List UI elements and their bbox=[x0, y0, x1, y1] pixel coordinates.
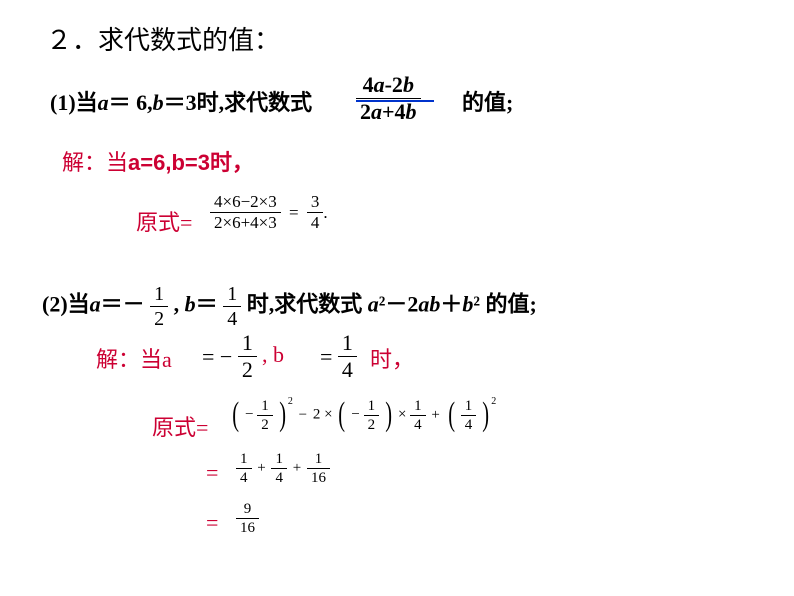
p2-a: a bbox=[90, 292, 101, 317]
p2-s3-d: 16 bbox=[236, 519, 259, 537]
p2-s2-cd: 16 bbox=[307, 469, 330, 487]
p2-s1-hd1: 2 bbox=[257, 416, 273, 434]
p1-den-2: 2 bbox=[360, 99, 371, 124]
p2-s-half-d: 2 bbox=[238, 357, 257, 383]
p2-eab: ab bbox=[418, 292, 440, 317]
p2-s1-neg1: − bbox=[245, 407, 253, 423]
p2-s1-qd2: 4 bbox=[461, 416, 477, 434]
p2-neg: − bbox=[220, 344, 232, 369]
p1-num-4: 4 bbox=[363, 72, 374, 97]
p1-sol-cond: a=6,b=3时， bbox=[128, 150, 254, 175]
p1-res-den: 4 bbox=[307, 213, 324, 233]
p1-a: a bbox=[98, 90, 109, 115]
p2-step2: 14 + 14 + 116 bbox=[236, 450, 330, 487]
p2-s2-p2: + bbox=[293, 460, 301, 476]
p2-s1-qd1: 4 bbox=[410, 416, 426, 434]
p2-sol-prefix: 解：当a bbox=[96, 347, 172, 372]
p1-orig-label: 原式= bbox=[136, 205, 192, 237]
p2-s1-x1: × bbox=[324, 407, 332, 423]
p1-den-p4: +4 bbox=[382, 99, 406, 124]
p2-s1-sq1: 2 bbox=[288, 396, 293, 407]
p1-num-a: a bbox=[374, 72, 385, 97]
p2-s2-bn: 1 bbox=[271, 450, 287, 469]
p2-sol-mid: 时， bbox=[370, 342, 414, 374]
p2-s1-hn2: 1 bbox=[364, 397, 380, 416]
p2-eq3: = bbox=[206, 510, 218, 536]
p2-q-n: 1 bbox=[223, 282, 241, 307]
p1-eqb: ＝3时,求代数式 bbox=[164, 90, 313, 115]
p2-line: (2)当a＝－ 1 2 , b＝ 1 4 时,求代数式 a²－2ab＋b² 的值… bbox=[42, 282, 537, 331]
p2-s1-hd2: 2 bbox=[364, 416, 380, 434]
p2-em: －2 bbox=[385, 292, 418, 317]
p1-step: 4×6−2×3 2×6+4×3 = 3 4 . bbox=[210, 192, 328, 234]
p2-s1-neg2: − bbox=[351, 407, 359, 423]
p1-den-b: b bbox=[406, 99, 417, 124]
p2-half-n: 1 bbox=[150, 282, 168, 307]
p1-sol-line1: 解：当a=6,b=3时， bbox=[62, 145, 254, 177]
p2-sol-line: 解：当a bbox=[96, 342, 172, 374]
p2-sq2: ² bbox=[473, 292, 480, 317]
p2-mid: 时,求代数式 bbox=[247, 292, 368, 317]
p2-eq2: = bbox=[206, 460, 218, 486]
p2-sep: , bbox=[174, 292, 185, 317]
p1-step-num: 4×6−2×3 bbox=[210, 192, 281, 213]
p1-step-den: 2×6+4×3 bbox=[210, 213, 281, 233]
p2-s1-x2: × bbox=[398, 407, 406, 423]
p2-s1-hn1: 1 bbox=[257, 397, 273, 416]
p2-s-half-n: 1 bbox=[238, 330, 257, 357]
p2-s2-ad: 4 bbox=[236, 469, 252, 487]
p1-prefix: (1)当 bbox=[50, 90, 98, 115]
p2-s2-p1: + bbox=[257, 460, 265, 476]
p2-ep: ＋ bbox=[440, 292, 462, 317]
p2-eb: b bbox=[462, 292, 473, 317]
p1-eq: = bbox=[289, 203, 299, 222]
p2-s2-an: 1 bbox=[236, 450, 252, 469]
p2-sol-vals: = − 1 2 bbox=[202, 330, 257, 384]
p2-q-d: 4 bbox=[223, 307, 241, 331]
p2-b: b bbox=[185, 292, 196, 317]
p1-b: b bbox=[153, 90, 164, 115]
p1-den-a: a bbox=[371, 99, 382, 124]
p2-s1-qn2: 1 bbox=[461, 397, 477, 416]
p2-s1-p: + bbox=[431, 407, 439, 423]
p2-s1-sq2: 2 bbox=[491, 396, 496, 407]
p2-s3-n: 9 bbox=[236, 500, 259, 519]
p2-s2-bd: 4 bbox=[271, 469, 287, 487]
p1-num-m2: -2 bbox=[385, 72, 403, 97]
p2-s1-m: − bbox=[299, 407, 307, 423]
p1-eqa: ＝ 6, bbox=[109, 90, 153, 115]
p2-orig: 原式= bbox=[152, 410, 208, 442]
p2-prefix: (2)当 bbox=[42, 292, 90, 317]
p2-eqb: ＝ bbox=[196, 292, 218, 317]
title: ２．求代数式的值： bbox=[46, 20, 280, 57]
p2-step1: ( − 1 2 )2 − 2 × ( − 1 2 ) × 1 4 + ( 1 4… bbox=[230, 396, 496, 434]
p1-period: . bbox=[323, 203, 327, 222]
p2-s-q-n: 1 bbox=[338, 330, 357, 357]
p2-half-d: 2 bbox=[150, 307, 168, 331]
p2-step3: 916 bbox=[236, 500, 259, 537]
p2-s1-2: 2 bbox=[313, 407, 321, 423]
p1-line: (1)当a＝ 6,b＝3时,求代数式 bbox=[50, 85, 312, 117]
p2-sol-sep: , b bbox=[262, 342, 284, 368]
p2-ea: a bbox=[368, 292, 379, 317]
p1-fraction: 4a-2b 2a+4b bbox=[356, 72, 421, 126]
p2-sol-b: = 1 4 bbox=[320, 330, 357, 384]
p1-num-b: b bbox=[403, 72, 414, 97]
p2-s1-qn1: 1 bbox=[410, 397, 426, 416]
p1-frac-line bbox=[356, 100, 434, 102]
p2-s2-cn: 1 bbox=[307, 450, 330, 469]
p1-res-num: 3 bbox=[307, 192, 324, 213]
p2-suffix: 的值; bbox=[480, 292, 537, 317]
p1-sol-prefix: 解：当 bbox=[62, 150, 128, 175]
p2-eqa: ＝－ bbox=[101, 292, 145, 317]
p2-seq2: = bbox=[320, 344, 332, 369]
p1-suffix: 的值; bbox=[462, 85, 513, 117]
p2-s-q-d: 4 bbox=[338, 357, 357, 383]
p2-seq1: = bbox=[202, 344, 214, 369]
